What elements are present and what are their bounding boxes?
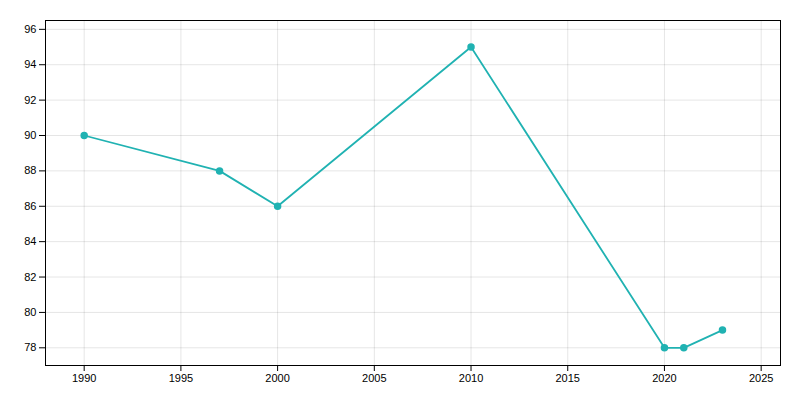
svg-text:96: 96 xyxy=(24,23,36,35)
svg-text:80: 80 xyxy=(24,306,36,318)
svg-text:90: 90 xyxy=(24,129,36,141)
svg-text:2025: 2025 xyxy=(749,372,773,384)
svg-text:92: 92 xyxy=(24,94,36,106)
svg-text:94: 94 xyxy=(24,58,36,70)
svg-text:2005: 2005 xyxy=(362,372,386,384)
svg-text:86: 86 xyxy=(24,200,36,212)
svg-text:2000: 2000 xyxy=(265,372,289,384)
svg-text:78: 78 xyxy=(24,341,36,353)
svg-text:82: 82 xyxy=(24,271,36,283)
svg-text:88: 88 xyxy=(24,164,36,176)
svg-text:1990: 1990 xyxy=(72,372,96,384)
svg-text:84: 84 xyxy=(24,235,36,247)
svg-text:2020: 2020 xyxy=(652,372,676,384)
svg-text:1995: 1995 xyxy=(169,372,193,384)
svg-text:2010: 2010 xyxy=(459,372,483,384)
svg-text:2015: 2015 xyxy=(555,372,579,384)
